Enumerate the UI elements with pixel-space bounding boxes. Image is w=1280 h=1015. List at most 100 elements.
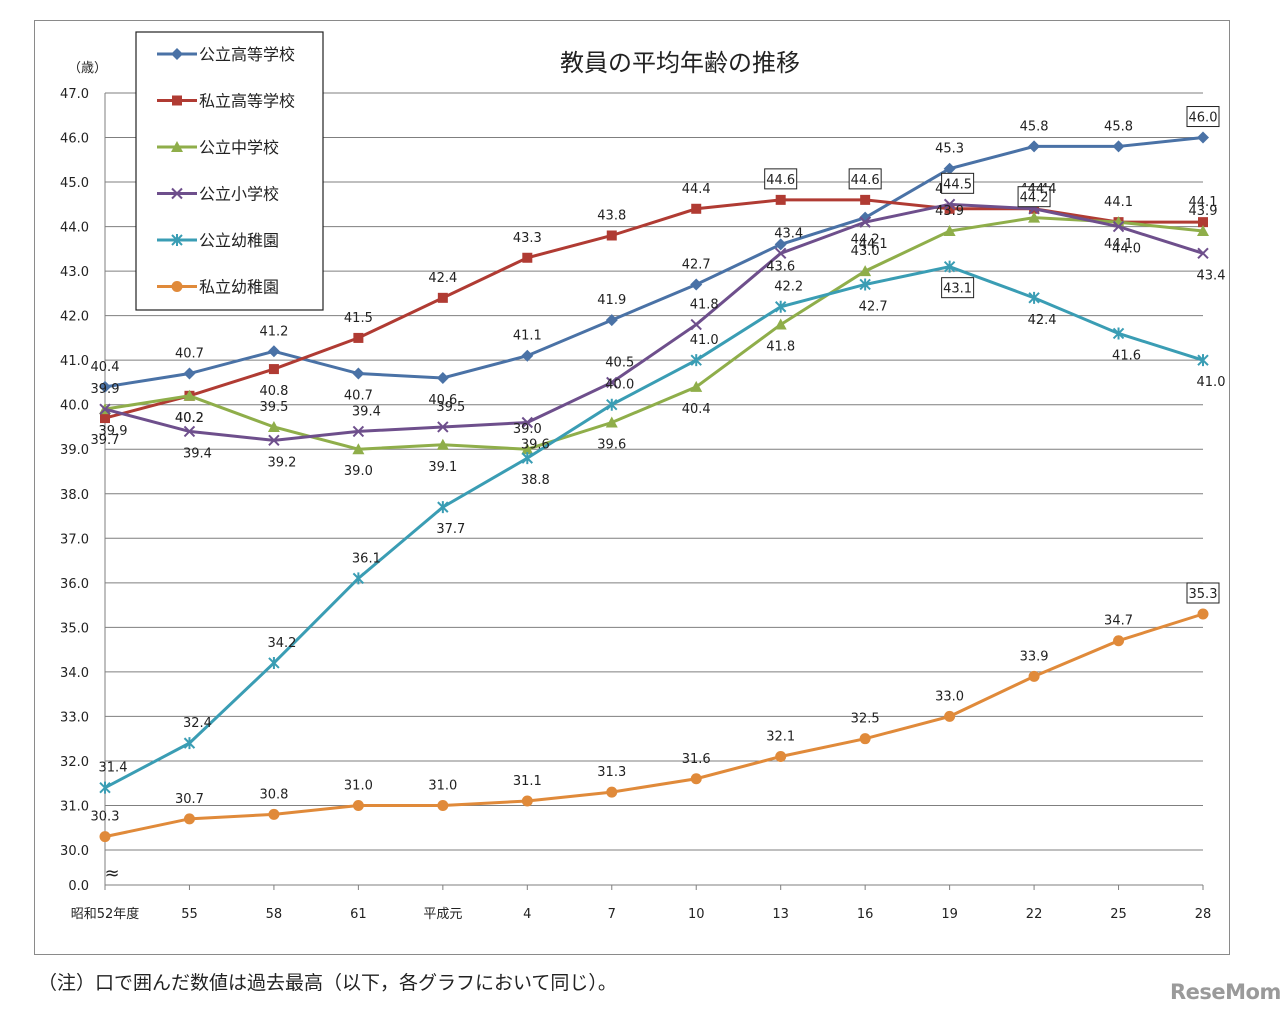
- data-point: [436, 438, 449, 450]
- data-point: [437, 421, 449, 433]
- data-point: [943, 225, 956, 237]
- x-tick-label: 平成元: [423, 907, 462, 922]
- data-point: [99, 781, 111, 794]
- data-point: [437, 501, 449, 514]
- data-point: [1113, 635, 1125, 647]
- data-point: [267, 420, 280, 432]
- y-tick-label: 35.0: [60, 621, 89, 636]
- data-label: 43.6: [766, 259, 795, 274]
- data-label: 40.7: [175, 347, 204, 362]
- data-point: [943, 162, 956, 175]
- data-label: 40.0: [605, 378, 634, 393]
- legend-box: [135, 31, 324, 311]
- record-box: [764, 168, 798, 190]
- data-label: 39.4: [183, 446, 212, 461]
- data-label: 31.0: [344, 778, 373, 793]
- y-tick-label: 33.0: [60, 710, 89, 725]
- data-label: 32.4: [183, 716, 212, 731]
- data-point: [352, 425, 365, 438]
- data-point: [100, 413, 110, 424]
- legend-label: 公立小学校: [199, 185, 279, 204]
- data-point: [605, 314, 618, 327]
- data-point: [171, 281, 183, 292]
- data-point: [1028, 291, 1040, 304]
- data-label: 43.8: [597, 208, 626, 223]
- data-label: 41.2: [259, 324, 288, 339]
- x-tick-label: 16: [857, 907, 874, 922]
- series-lines: [99, 131, 1209, 843]
- data-label: 45.8: [1104, 119, 1133, 134]
- x-tick-label: 28: [1195, 907, 1212, 922]
- data-label: 43.9: [1189, 204, 1218, 219]
- data-label: 33.0: [935, 689, 964, 704]
- data-point: [99, 831, 111, 843]
- data-point: [859, 733, 871, 745]
- x-tick-label: 22: [1026, 907, 1043, 922]
- line-chart: 0.0 30.0 31.0 32.0 33.0 34.0 35.0 36.0 37.0 38.0 3…: [60, 31, 1225, 922]
- data-point: [1028, 670, 1040, 682]
- y-tick-label: 47.0: [60, 87, 89, 102]
- data-label: 40.2: [175, 411, 204, 426]
- series-line: [104, 265, 1204, 789]
- data-label: 39.0: [513, 422, 542, 437]
- legend-label: 私立高等学校: [199, 92, 295, 111]
- record-box: [1186, 106, 1220, 128]
- y-tick-label: 31.0: [60, 799, 89, 814]
- data-label: 39.4: [352, 404, 381, 419]
- series-line: [104, 202, 1204, 442]
- y-tick-label: 32.0: [60, 755, 89, 770]
- y-tick-label: 41.0: [60, 354, 89, 369]
- legend-label: 公立中学校: [199, 138, 279, 157]
- data-point: [690, 380, 703, 392]
- footnote: （注）口で囲んだ数値は過去最高（以下，各グラフにおいて同じ）。: [38, 972, 617, 994]
- y-axis-unit: （歳）: [68, 61, 107, 76]
- data-label: 41.1: [513, 329, 542, 344]
- data-point: [1197, 225, 1209, 237]
- data-label: 39.9: [99, 424, 128, 439]
- y-tick-label: 43.0: [60, 265, 89, 280]
- gridlines: [105, 92, 1203, 886]
- watermark-logo: ReseMom: [1170, 980, 1280, 1004]
- legend-label: 私立幼稚園: [199, 278, 279, 297]
- data-point: [268, 364, 279, 375]
- series-3: [99, 211, 1209, 455]
- data-point: [1197, 131, 1209, 144]
- data-point: [1112, 220, 1125, 233]
- data-label: 42.7: [682, 257, 711, 272]
- data-point: [691, 203, 702, 214]
- record-box: [848, 168, 882, 190]
- y-tick-label: 44.0: [60, 221, 89, 236]
- data-point: [183, 425, 196, 438]
- data-label: 44.2: [1020, 191, 1049, 206]
- data-point: [267, 345, 280, 358]
- data-label: 40.4: [682, 402, 711, 417]
- data-label: 35.3: [1189, 587, 1218, 602]
- data-label: 31.4: [99, 761, 128, 776]
- data-label: 43.9: [935, 204, 964, 219]
- data-label: 34.2: [267, 636, 296, 651]
- series-line: [104, 612, 1204, 839]
- data-label: 39.1: [428, 460, 457, 475]
- data-label: 45.3: [935, 142, 964, 157]
- data-point: [99, 403, 111, 415]
- data-point: [775, 750, 787, 762]
- data-point: [1028, 140, 1041, 153]
- data-label: 31.0: [428, 778, 457, 793]
- data-label: 44.4: [1028, 182, 1057, 197]
- data-point: [859, 216, 871, 228]
- data-label: 40.5: [605, 355, 634, 370]
- x-tick-label: 19: [941, 907, 958, 922]
- series-line: [104, 216, 1204, 451]
- y-tick-label: 0.0: [68, 879, 89, 894]
- data-point: [268, 656, 280, 669]
- data-label: 44.1: [1104, 237, 1133, 252]
- data-point: [944, 203, 955, 214]
- data-label: 40.6: [428, 393, 457, 408]
- data-label: 46.0: [1189, 111, 1218, 126]
- data-label: 44.1: [1189, 195, 1218, 210]
- y-tick-label: 37.0: [60, 532, 89, 547]
- data-point: [690, 318, 702, 331]
- data-point: [943, 260, 956, 273]
- y-tick-label: 46.0: [60, 132, 89, 147]
